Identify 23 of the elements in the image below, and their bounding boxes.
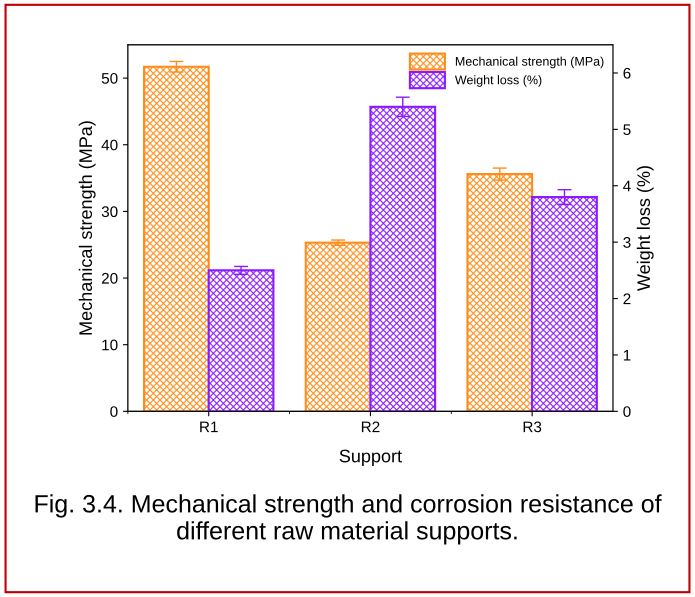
x-tick-label: R3 bbox=[524, 421, 542, 432]
y2-axis-title: Weight loss (%) bbox=[636, 166, 654, 292]
y-tick-label: 40 bbox=[102, 140, 118, 150]
y2-tick-label: 1 bbox=[624, 350, 630, 360]
y2-tick-label: 0 bbox=[623, 406, 631, 418]
x-tick-label: R1 bbox=[200, 422, 218, 432]
y2-tick-label: 2 bbox=[623, 293, 630, 304]
y-axis-title: Mechanical strength (MPa) bbox=[78, 121, 96, 334]
y-tick-label: 0 bbox=[110, 406, 118, 418]
y2-tick-label: 3 bbox=[623, 237, 631, 248]
y2-tick-label: 5 bbox=[623, 124, 631, 136]
y-tick-label: 20 bbox=[102, 272, 118, 284]
x-axis-title: Support bbox=[340, 450, 402, 466]
y-tick-label: 10 bbox=[102, 340, 118, 350]
x-tick-label: R2 bbox=[362, 421, 380, 432]
y-tick-label: 50 bbox=[102, 72, 118, 84]
y2-tick-label: 6 bbox=[623, 68, 631, 79]
legend-label: Weight loss (%) bbox=[454, 75, 542, 87]
caption: Fig. 3.4. Mechanical strength and corrosion resistance of different raw material supports. bbox=[36, 494, 662, 545]
bar bbox=[143, 66, 210, 412]
legend-label: Mechanical strength (MPa) bbox=[456, 56, 604, 68]
y2-tick-label: 4 bbox=[623, 180, 631, 192]
y-tick-label: 30 bbox=[102, 206, 118, 218]
